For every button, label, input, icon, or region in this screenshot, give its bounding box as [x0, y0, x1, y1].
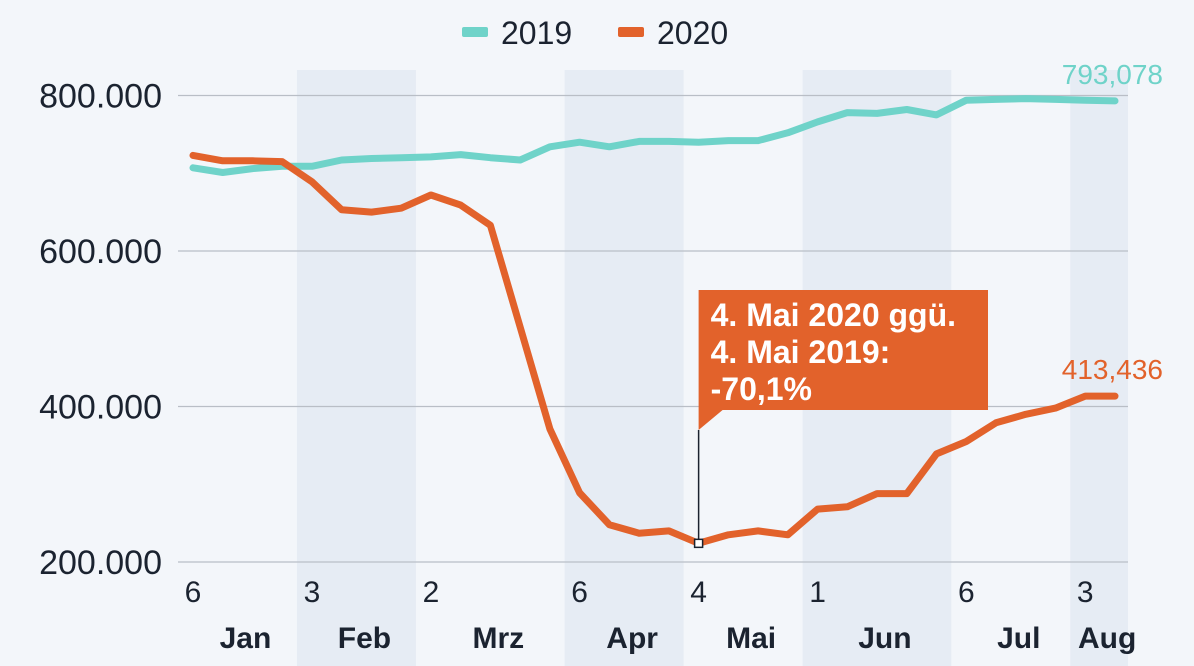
x-tick-label: 6	[571, 576, 588, 609]
series-line-2019	[189, 95, 1119, 176]
end-label-2019: 793,078	[1062, 59, 1163, 90]
end-labels: 793,078 413,436	[1062, 59, 1163, 385]
month-band	[1070, 70, 1128, 666]
x-tick-label: 6	[185, 576, 202, 609]
callout-box	[698, 290, 988, 430]
callout-text-line: 4. Mai 2020 ggü.	[711, 297, 956, 333]
month-label: Aug	[1078, 622, 1136, 655]
y-tick-label: 200.000	[39, 544, 162, 582]
y-axis: 200.000 400.000 600.000 800.000	[39, 78, 162, 583]
x-tick-label: 2	[423, 576, 440, 609]
callout-annotation: 4. Mai 2020 ggü.4. Mai 2019:-70,1%	[693, 290, 988, 549]
y-tick-label: 600.000	[39, 233, 162, 271]
callout-text-line: 4. Mai 2019:	[711, 334, 891, 370]
x-tick-label: 6	[958, 576, 975, 609]
month-label: Mrz	[472, 622, 524, 655]
month-label: Jan	[220, 622, 272, 655]
legend: 2019 2020	[462, 15, 728, 51]
legend-label-2020: 2020	[657, 15, 728, 51]
legend-swatch-2020	[618, 27, 644, 37]
month-label: Apr	[606, 622, 658, 655]
month-label: Feb	[338, 622, 391, 655]
callout-marker	[693, 538, 704, 549]
legend-label-2019: 2019	[501, 15, 572, 51]
x-tick-label: 1	[809, 576, 826, 609]
x-axis: 6 Jan 3 Feb 2 Mrz 6 Apr 4 Mai 1 Jun 6 Jul 3 Aug	[185, 576, 1137, 655]
end-label-2020: 413,436	[1062, 354, 1163, 385]
month-label: Jun	[858, 622, 911, 655]
series-lines	[189, 95, 1119, 547]
month-label: Mai	[726, 622, 776, 655]
legend-swatch-2019	[462, 27, 488, 37]
x-tick-label: 3	[1077, 576, 1094, 609]
month-band	[564, 70, 684, 666]
y-tick-label: 800.000	[39, 78, 162, 116]
x-tick-label: 4	[690, 576, 707, 609]
y-tick-label: 400.000	[39, 389, 162, 427]
month-label: Jul	[997, 622, 1040, 655]
x-tick-label: 3	[304, 576, 321, 609]
month-band	[296, 70, 416, 666]
callout-text-line: -70,1%	[711, 371, 812, 407]
series-line-2020	[189, 151, 1119, 547]
